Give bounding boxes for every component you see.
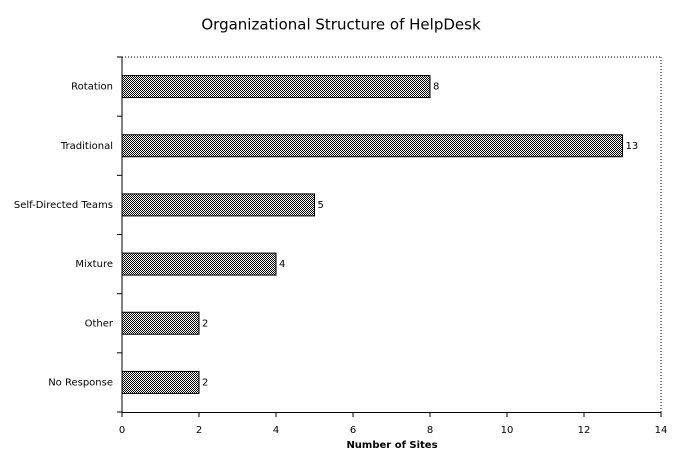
y-tick-label: Other (85, 318, 114, 329)
x-tick-label: 0 (119, 425, 125, 436)
y-tick-label: No Response (48, 377, 113, 388)
x-tick-label: 10 (501, 425, 514, 436)
x-tick-label: 6 (350, 425, 356, 436)
bar (121, 311, 200, 335)
bar (121, 370, 200, 394)
data-label: 2 (202, 318, 208, 329)
bar (121, 134, 623, 158)
data-label: 5 (318, 200, 324, 211)
data-label: 2 (202, 377, 208, 388)
x-axis-title: Number of Sites (346, 440, 437, 451)
y-tick-label: Mixture (75, 259, 113, 270)
bar (121, 75, 431, 99)
y-tick-label: Rotation (71, 82, 113, 93)
bar (121, 193, 315, 217)
data-label: 4 (279, 259, 285, 270)
x-tick-label: 4 (273, 425, 279, 436)
data-label: 8 (433, 82, 439, 93)
y-tick-label: Traditional (60, 141, 113, 152)
y-tick-label: Self-Directed Teams (14, 200, 113, 211)
x-tick-label: 12 (578, 425, 591, 436)
x-tick-label: 14 (655, 425, 668, 436)
data-label: 13 (626, 141, 639, 152)
bar (121, 252, 277, 276)
x-tick-label: 2 (196, 425, 202, 436)
chart-title: Organizational Structure of HelpDesk (201, 16, 481, 34)
x-tick-label: 8 (427, 425, 433, 436)
